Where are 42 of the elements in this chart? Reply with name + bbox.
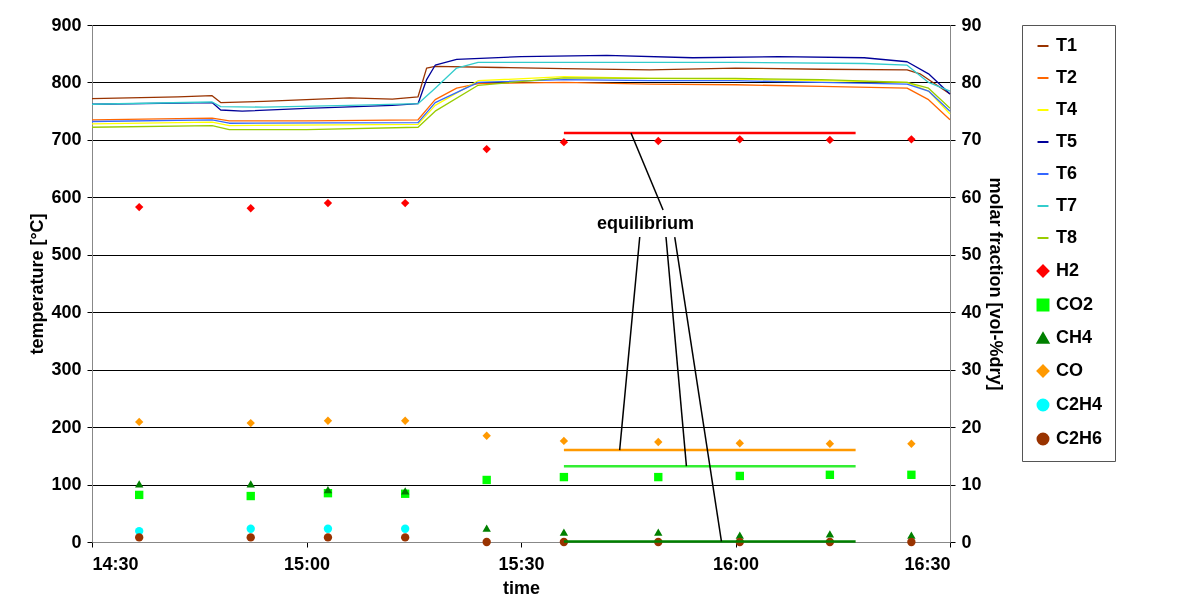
y-tick-label: 600 [51, 186, 82, 207]
y2-tick-label: 80 [961, 71, 982, 92]
x-tick-label: 16:00 [712, 553, 760, 574]
legend-label: CO [1056, 360, 1083, 380]
legend-label: T4 [1056, 99, 1078, 119]
legend-label: T2 [1056, 67, 1078, 87]
x-tick-label: 15:00 [283, 553, 331, 574]
legend-label: T5 [1056, 131, 1078, 151]
x-tick-label: 15:30 [498, 553, 545, 574]
legend-label: C2H6 [1056, 428, 1103, 448]
y2-tick-label: 0 [961, 531, 972, 552]
legend-label: T7 [1056, 195, 1078, 215]
legend-label: T8 [1056, 227, 1078, 247]
y-tick-label: 200 [51, 416, 82, 437]
y2-axis-title: molar fraction [vol-%dry] [985, 177, 1006, 391]
legend-label: C2H4 [1056, 394, 1103, 414]
y-tick-label: 700 [51, 129, 82, 150]
y2-tick-label: 30 [961, 359, 982, 380]
y-tick-label: 800 [51, 71, 82, 92]
y-tick-label: 900 [51, 14, 82, 35]
y2-tick-label: 90 [961, 14, 982, 35]
y2-tick-label: 40 [961, 301, 982, 322]
y-tick-label: 500 [51, 244, 82, 265]
y-tick-label: 0 [71, 531, 82, 552]
legend-label: CO2 [1056, 294, 1094, 314]
legend-label: T1 [1056, 35, 1078, 55]
legend-label: T6 [1056, 163, 1078, 183]
legend-label: H2 [1056, 260, 1080, 280]
x-tick-label: 14:30 [92, 553, 139, 574]
y-tick-label: 300 [51, 359, 82, 380]
y2-tick-label: 50 [961, 244, 982, 265]
y-tick-label: 100 [51, 474, 82, 495]
y2-tick-label: 60 [961, 186, 982, 207]
y2-tick-label: 70 [961, 129, 982, 150]
y-axis-title: temperature [°C] [27, 213, 48, 355]
y2-tick-label: 20 [961, 416, 982, 437]
x-axis-title: time [502, 577, 541, 598]
annotation: equilibrium [597, 213, 695, 234]
x-tick-label: 16:30 [904, 553, 951, 574]
legend-label: CH4 [1056, 327, 1093, 347]
y2-tick-label: 10 [961, 474, 982, 495]
y-tick-label: 400 [51, 301, 82, 322]
